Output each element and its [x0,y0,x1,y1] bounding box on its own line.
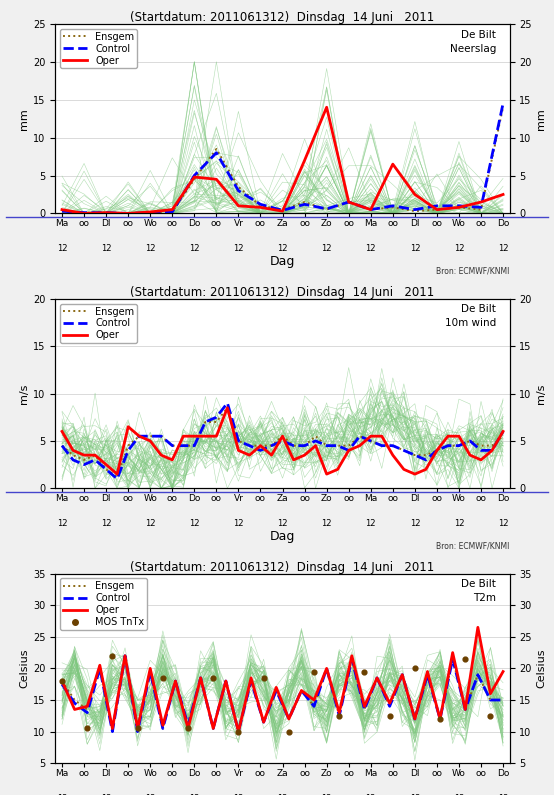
Text: 12: 12 [409,519,420,528]
Title: (Startdatum: 2011061312)  Dinsdag  14 Juni   2011: (Startdatum: 2011061312) Dinsdag 14 Juni… [130,560,435,574]
Y-axis label: m/s: m/s [536,383,546,404]
Text: 12: 12 [278,244,288,253]
Text: 12: 12 [57,519,67,528]
Text: 12: 12 [321,244,332,253]
Text: 12: 12 [366,793,376,795]
Point [83,722,91,735]
Title: (Startdatum: 2011061312)  Dinsdag  14 Juni   2011: (Startdatum: 2011061312) Dinsdag 14 Juni… [130,11,435,24]
Text: De Bilt
10m wind: De Bilt 10m wind [445,304,496,328]
Legend: Ensgem, Control, Oper: Ensgem, Control, Oper [60,29,137,68]
Text: 12: 12 [454,244,464,253]
Y-axis label: m/s: m/s [19,383,29,404]
Point [335,709,343,722]
Text: 12: 12 [233,244,244,253]
Point [486,709,495,722]
Point [411,662,419,675]
Point [435,712,444,725]
Point [183,722,192,735]
Text: 12: 12 [498,244,509,253]
Text: 12: 12 [57,244,67,253]
Text: 12: 12 [278,793,288,795]
Text: Bron: ECMWF/KNMI: Bron: ECMWF/KNMI [437,266,510,276]
Text: 12: 12 [321,519,332,528]
Text: De Bilt
Neerslag: De Bilt Neerslag [450,29,496,53]
Text: 12: 12 [366,519,376,528]
Title: (Startdatum: 2011061312)  Dinsdag  14 Juni   2011: (Startdatum: 2011061312) Dinsdag 14 Juni… [130,285,435,299]
Y-axis label: mm: mm [536,108,546,130]
Legend: Ensgem, Control, Oper: Ensgem, Control, Oper [60,304,137,343]
Point [385,709,394,722]
Legend: Ensgem, Control, Oper, MOS TnTx: Ensgem, Control, Oper, MOS TnTx [60,579,147,630]
Text: 12: 12 [498,519,509,528]
Text: 12: 12 [454,793,464,795]
Text: 12: 12 [189,793,199,795]
Text: De Bilt
T2m: De Bilt T2m [461,580,496,603]
Text: 12: 12 [145,519,156,528]
Y-axis label: Celsius: Celsius [536,649,546,688]
Text: 12: 12 [189,519,199,528]
Text: Dag: Dag [270,255,295,268]
Point [133,722,142,735]
Text: 12: 12 [321,793,332,795]
Text: Dag: Dag [270,530,295,543]
Y-axis label: Celsius: Celsius [19,649,29,688]
Text: 12: 12 [366,244,376,253]
Point [284,725,293,738]
Point [461,653,470,665]
Text: 12: 12 [101,793,111,795]
Point [310,665,319,678]
Text: 12: 12 [101,244,111,253]
Point [58,675,66,688]
Text: 12: 12 [101,519,111,528]
Text: 12: 12 [454,519,464,528]
Text: 12: 12 [145,244,156,253]
Point [234,725,243,738]
Text: 12: 12 [145,793,156,795]
Point [108,650,117,662]
Point [360,665,369,678]
Text: 12: 12 [278,519,288,528]
Text: 12: 12 [57,793,67,795]
Point [259,672,268,684]
Text: 12: 12 [409,793,420,795]
Point [209,672,218,684]
Point [158,672,167,684]
Text: Bron: ECMWF/KNMI: Bron: ECMWF/KNMI [437,541,510,550]
Text: 12: 12 [409,244,420,253]
Text: 12: 12 [233,519,244,528]
Text: 12: 12 [189,244,199,253]
Text: 12: 12 [498,793,509,795]
Text: 12: 12 [233,793,244,795]
Y-axis label: mm: mm [19,108,29,130]
